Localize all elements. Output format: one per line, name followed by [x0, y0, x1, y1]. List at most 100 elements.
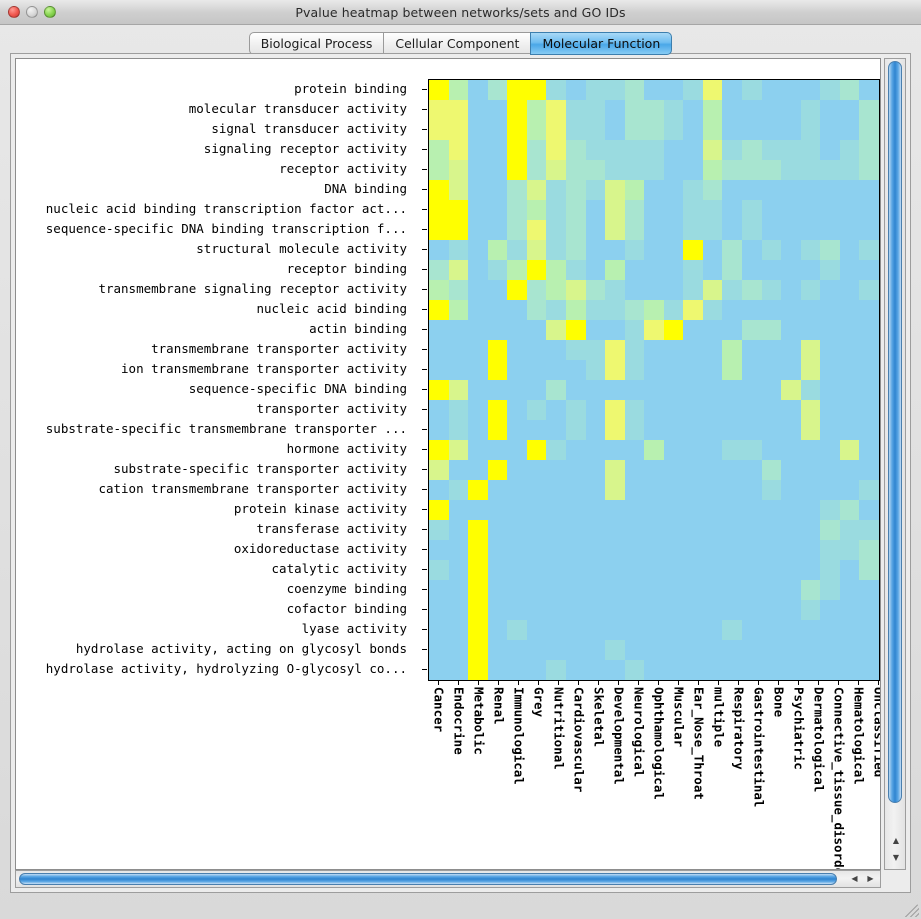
- heatmap-cell[interactable]: [742, 79, 762, 100]
- heatmap-cell[interactable]: [448, 140, 469, 160]
- heatmap-cell[interactable]: [663, 460, 684, 480]
- heatmap-cell[interactable]: [644, 520, 664, 540]
- heatmap-cell[interactable]: [585, 560, 606, 580]
- heatmap-cell[interactable]: [605, 560, 625, 580]
- heatmap-cell[interactable]: [702, 100, 723, 120]
- heatmap-cell[interactable]: [800, 280, 821, 300]
- heatmap-cell[interactable]: [859, 560, 880, 580]
- heatmap-cell[interactable]: [585, 160, 606, 180]
- heatmap-cell[interactable]: [624, 220, 645, 240]
- heatmap-cell[interactable]: [468, 600, 488, 620]
- heatmap-cell[interactable]: [546, 160, 566, 180]
- heatmap-cell[interactable]: [428, 560, 449, 580]
- heatmap-cell[interactable]: [839, 240, 860, 260]
- heatmap-cell[interactable]: [722, 440, 742, 460]
- heatmap-cell[interactable]: [585, 480, 606, 500]
- heatmap-cell[interactable]: [565, 380, 586, 400]
- heatmap-cell[interactable]: [644, 420, 664, 440]
- heatmap-cell[interactable]: [702, 420, 723, 440]
- heatmap-cell[interactable]: [428, 580, 449, 600]
- heatmap-cell[interactable]: [428, 120, 449, 140]
- heatmap-cell[interactable]: [644, 640, 664, 660]
- heatmap-cell[interactable]: [644, 560, 664, 580]
- heatmap-cell[interactable]: [507, 200, 527, 220]
- heatmap-cell[interactable]: [663, 220, 684, 240]
- heatmap-cell[interactable]: [624, 540, 645, 560]
- heatmap-cell[interactable]: [820, 140, 840, 160]
- heatmap-cell[interactable]: [507, 320, 527, 340]
- heatmap-cell[interactable]: [781, 220, 801, 240]
- heatmap-cell[interactable]: [663, 420, 684, 440]
- heatmap-cell[interactable]: [565, 540, 586, 560]
- heatmap-cell[interactable]: [761, 540, 782, 560]
- heatmap-cell[interactable]: [722, 140, 742, 160]
- heatmap-cell[interactable]: [487, 600, 508, 620]
- heatmap-cell[interactable]: [761, 79, 782, 100]
- heatmap-cell[interactable]: [839, 280, 860, 300]
- heatmap-cell[interactable]: [781, 460, 801, 480]
- heatmap-cell[interactable]: [800, 180, 821, 200]
- heatmap-cell[interactable]: [722, 460, 742, 480]
- heatmap-cell[interactable]: [546, 660, 566, 681]
- heatmap-cell[interactable]: [448, 260, 469, 280]
- heatmap-cell[interactable]: [565, 79, 586, 100]
- heatmap-cell[interactable]: [839, 520, 860, 540]
- heatmap-cell[interactable]: [722, 580, 742, 600]
- heatmap-cell[interactable]: [565, 500, 586, 520]
- heatmap-cell[interactable]: [448, 520, 469, 540]
- heatmap-cell[interactable]: [507, 79, 527, 100]
- heatmap-cell[interactable]: [526, 220, 547, 240]
- heatmap-cell[interactable]: [644, 440, 664, 460]
- heatmap-cell[interactable]: [663, 560, 684, 580]
- heatmap-cell[interactable]: [546, 640, 566, 660]
- heatmap-cell[interactable]: [781, 180, 801, 200]
- heatmap-cell[interactable]: [859, 220, 880, 240]
- scroll-down-icon[interactable]: ▼: [892, 853, 900, 862]
- heatmap-cell[interactable]: [565, 320, 586, 340]
- heatmap-cell[interactable]: [605, 520, 625, 540]
- heatmap-cell[interactable]: [644, 260, 664, 280]
- heatmap-cell[interactable]: [683, 380, 703, 400]
- heatmap-cell[interactable]: [742, 120, 762, 140]
- heatmap-cell[interactable]: [663, 320, 684, 340]
- heatmap-cell[interactable]: [781, 480, 801, 500]
- heatmap-cell[interactable]: [487, 380, 508, 400]
- heatmap-cell[interactable]: [683, 240, 703, 260]
- heatmap-cell[interactable]: [644, 600, 664, 620]
- heatmap-cell[interactable]: [683, 280, 703, 300]
- heatmap-cell[interactable]: [800, 540, 821, 560]
- heatmap-cell[interactable]: [468, 200, 488, 220]
- heatmap-cell[interactable]: [487, 320, 508, 340]
- heatmap-cell[interactable]: [468, 160, 488, 180]
- heatmap-cell[interactable]: [644, 360, 664, 380]
- heatmap-cell[interactable]: [468, 520, 488, 540]
- heatmap-cell[interactable]: [526, 300, 547, 320]
- heatmap-cell[interactable]: [683, 440, 703, 460]
- heatmap-cell[interactable]: [605, 480, 625, 500]
- heatmap-cell[interactable]: [448, 280, 469, 300]
- heatmap-cell[interactable]: [683, 320, 703, 340]
- heatmap-cell[interactable]: [507, 620, 527, 640]
- heatmap-cell[interactable]: [526, 140, 547, 160]
- heatmap-cell[interactable]: [428, 640, 449, 660]
- heatmap-cell[interactable]: [683, 160, 703, 180]
- heatmap-cell[interactable]: [859, 140, 880, 160]
- heatmap-cell[interactable]: [839, 140, 860, 160]
- heatmap-cell[interactable]: [683, 100, 703, 120]
- heatmap-cell[interactable]: [624, 640, 645, 660]
- heatmap-cell[interactable]: [839, 200, 860, 220]
- heatmap-cell[interactable]: [722, 400, 742, 420]
- heatmap-cell[interactable]: [781, 260, 801, 280]
- heatmap-cell[interactable]: [781, 520, 801, 540]
- heatmap-cell[interactable]: [428, 600, 449, 620]
- heatmap-cell[interactable]: [722, 300, 742, 320]
- heatmap-cell[interactable]: [526, 240, 547, 260]
- heatmap-cell[interactable]: [839, 460, 860, 480]
- heatmap-cell[interactable]: [565, 220, 586, 240]
- heatmap-cell[interactable]: [624, 600, 645, 620]
- heatmap-cell[interactable]: [742, 240, 762, 260]
- heatmap-cell[interactable]: [468, 280, 488, 300]
- heatmap-cell[interactable]: [468, 180, 488, 200]
- heatmap-cell[interactable]: [624, 340, 645, 360]
- heatmap-cell[interactable]: [683, 220, 703, 240]
